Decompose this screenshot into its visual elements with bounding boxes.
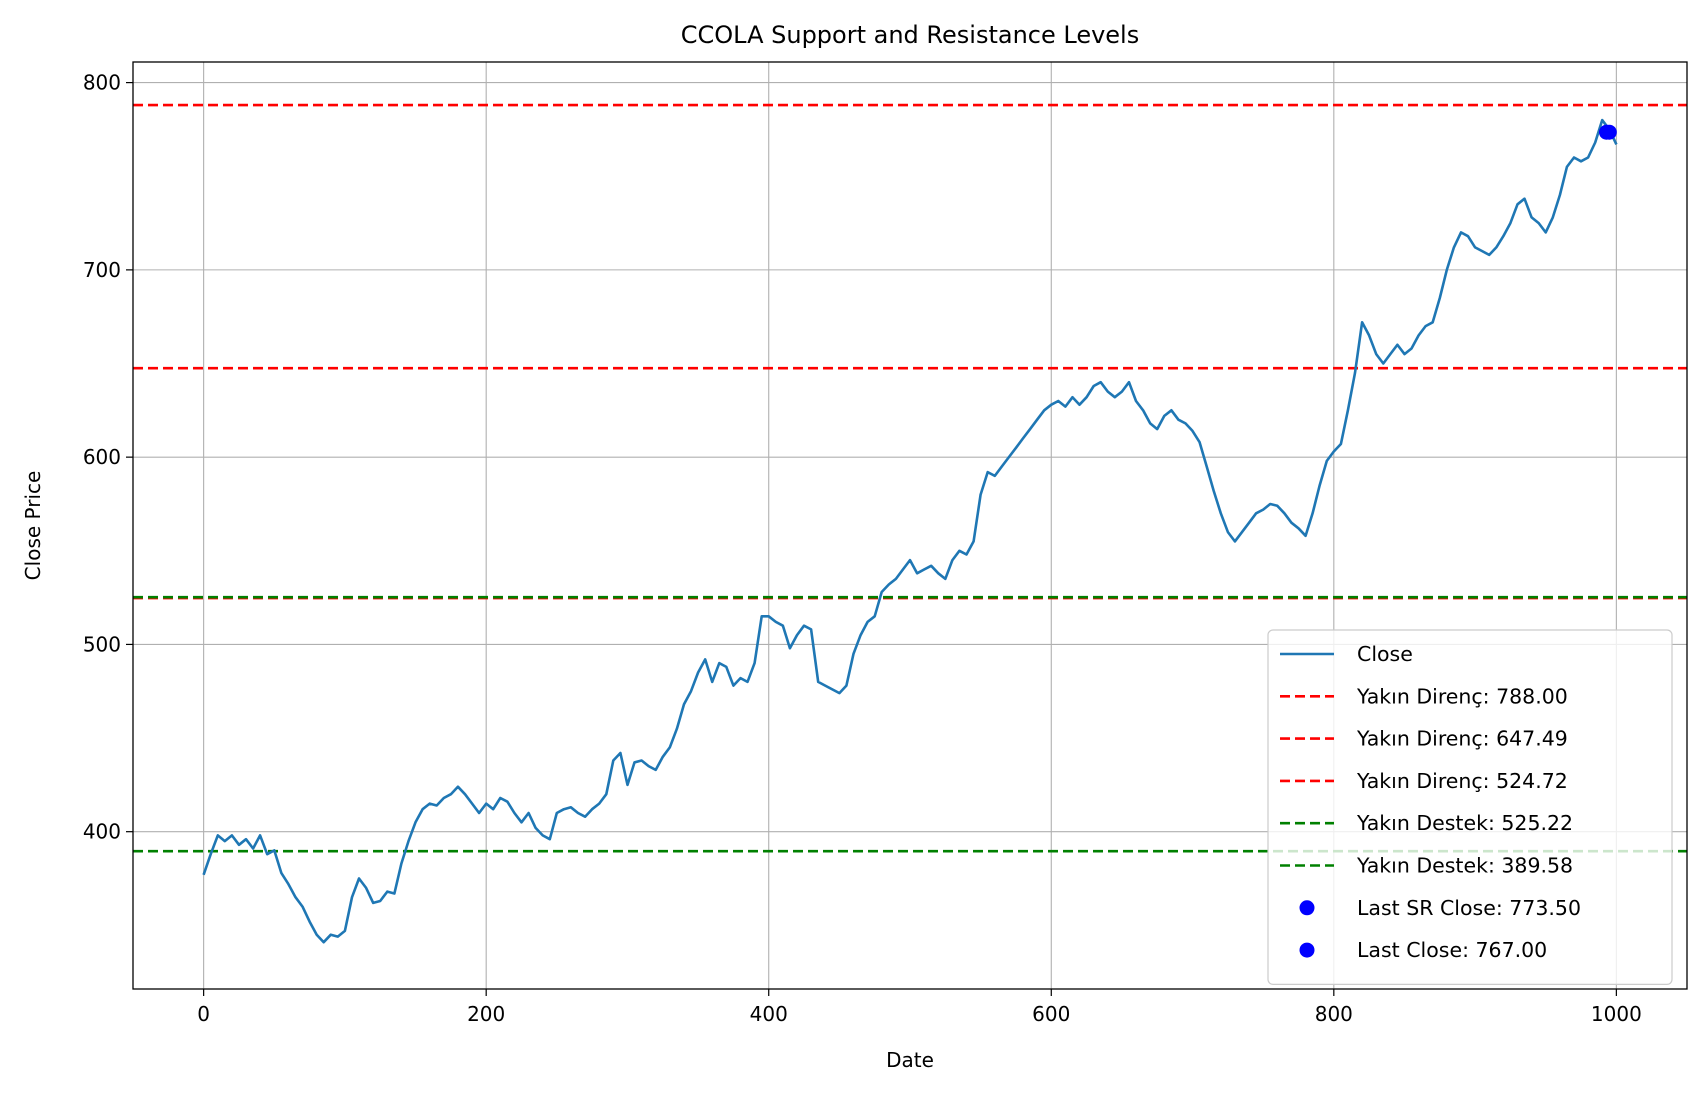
- plot-frame: [132, 61, 1688, 990]
- legend-label: Yakın Destek: 389.58: [1356, 854, 1573, 878]
- y-tick-label: 400: [83, 820, 121, 844]
- legend-box: [1267, 629, 1673, 985]
- x-tick-label: 600: [1032, 1002, 1070, 1026]
- legend-marker: [1299, 900, 1315, 916]
- ticks: 0 200 400 600 800 1000 400 500 600 700 800: [83, 71, 1642, 1026]
- marker-point: [1601, 124, 1617, 140]
- legend-label: Yakın Destek: 525.22: [1356, 811, 1573, 835]
- y-tick-label: 600: [83, 445, 121, 469]
- x-tick-label: 0: [197, 1002, 210, 1026]
- x-tick-label: 400: [750, 1002, 788, 1026]
- legend-label: Close: [1357, 642, 1413, 666]
- series-layer: [202, 118, 1618, 944]
- y-tick-label: 700: [83, 258, 121, 282]
- y-tick-label: 500: [83, 632, 121, 656]
- x-tick-label: 200: [467, 1002, 505, 1026]
- legend-label: Yakın Direnç: 647.49: [1356, 727, 1568, 751]
- legend-label: Yakın Direnç: 788.00: [1356, 684, 1568, 708]
- y-axis-label: Close Price: [21, 471, 45, 581]
- legend-label: Last Close: 767.00: [1357, 938, 1547, 962]
- legend-label: Last SR Close: 773.50: [1357, 896, 1581, 920]
- legend-marker: [1299, 942, 1315, 958]
- x-tick-label: 800: [1315, 1002, 1353, 1026]
- x-axis-label: Date: [886, 1048, 934, 1072]
- markers: [1598, 124, 1617, 140]
- x-tick-label: 1000: [1591, 1002, 1642, 1026]
- chart-title: CCOLA Support and Resistance Levels: [681, 21, 1139, 49]
- y-tick-label: 800: [83, 71, 121, 95]
- legend: Close Yakın Direnç: 788.00 Yakın Direnç: 6…: [1267, 629, 1673, 985]
- series-line-close: [202, 118, 1618, 944]
- legend-label: Yakın Direnç: 524.72: [1356, 769, 1568, 793]
- horizontal-lines: [133, 103, 1687, 853]
